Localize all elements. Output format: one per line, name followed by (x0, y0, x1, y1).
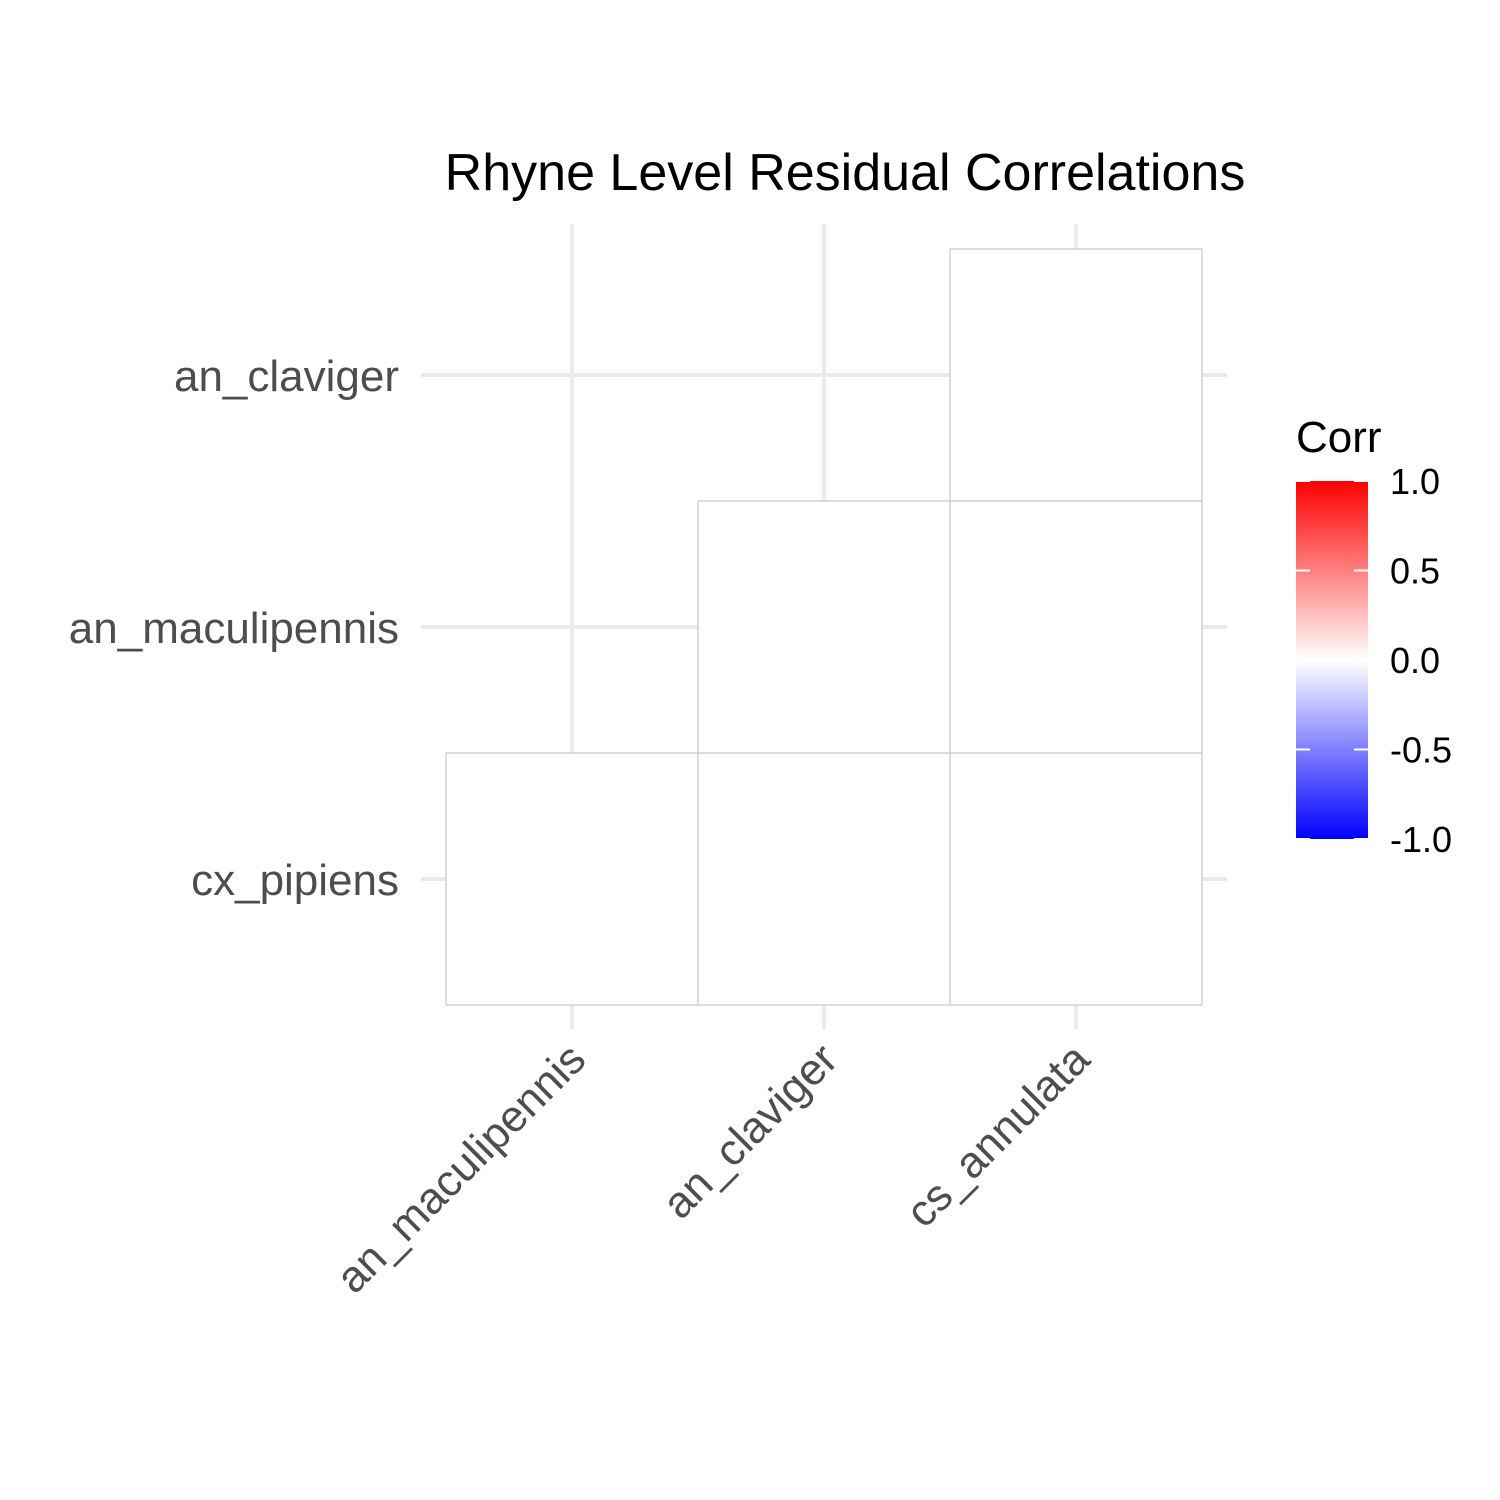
y-tick-label: an_maculipennis (69, 604, 399, 653)
heatmap-cell (445, 752, 699, 1006)
x-tick-label: an_maculipennis (327, 1034, 595, 1302)
x-tick-label: cs_annulata (897, 1034, 1100, 1237)
color-legend: Corr 1.0 0.5 0.0 -0.5 -1.0 (1296, 413, 1452, 860)
x-tick-label: an_claviger (653, 1034, 847, 1228)
heatmap-cell (697, 500, 951, 754)
chart-title: Rhyne Level Residual Correlations (445, 144, 1246, 202)
heatmap-cell (949, 248, 1203, 502)
heatmap-cell (697, 752, 951, 1006)
x-axis-ticks: an_maculipennis an_claviger cs_annulata (327, 1034, 1100, 1303)
legend-tick-label: -1.0 (1390, 819, 1452, 860)
y-tick-label: an_claviger (174, 352, 399, 401)
heatmap-cell (949, 752, 1203, 1006)
legend-title: Corr (1296, 413, 1382, 462)
heatmap-cell (949, 500, 1203, 754)
y-axis-ticks: cx_pipiens an_maculipennis an_claviger (69, 352, 399, 905)
y-tick-label: cx_pipiens (191, 856, 399, 905)
legend-ticks: 1.0 0.5 0.0 -0.5 -1.0 (1296, 461, 1452, 860)
legend-tick-label: 1.0 (1390, 461, 1440, 502)
legend-tick-label: 0.5 (1390, 551, 1440, 592)
legend-tick-label: -0.5 (1390, 730, 1452, 771)
legend-tick-label: 0.0 (1390, 640, 1440, 681)
heatmap-cells (445, 248, 1203, 1006)
